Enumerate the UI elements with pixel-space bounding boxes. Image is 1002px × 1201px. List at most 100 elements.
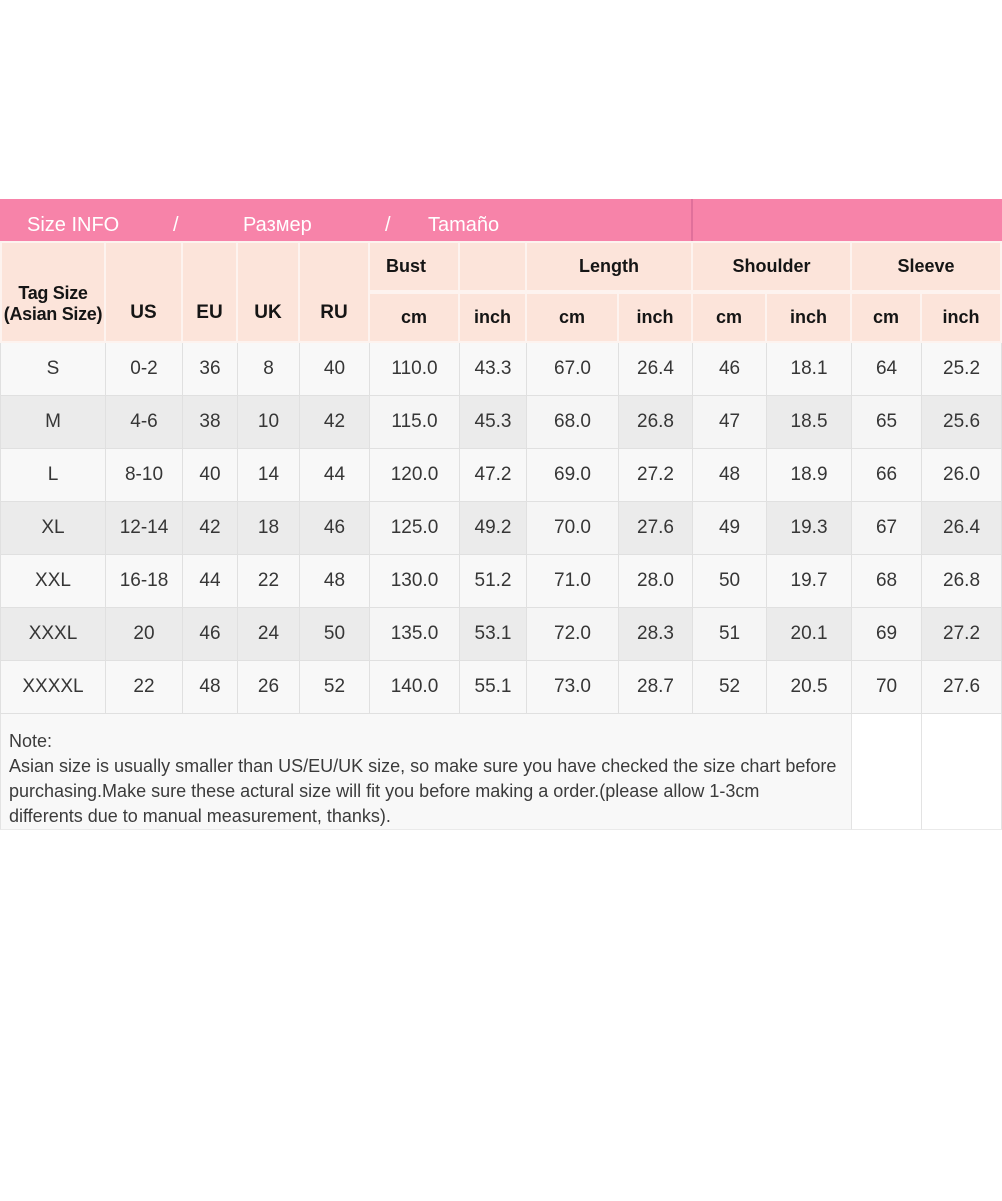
cell-us: 20: [106, 608, 183, 661]
cell-sleeve-inch: 26.0: [922, 449, 1002, 502]
cell-uk: 14: [238, 449, 300, 502]
cell-length-inch: 28.0: [619, 555, 694, 608]
cell-tag-size: M: [0, 396, 106, 449]
cell-bust-cm: 120.0: [370, 449, 460, 502]
cell-us: 8-10: [106, 449, 183, 502]
tag-size-line2: (Asian Size): [3, 304, 103, 324]
title-bar-left: Size INFO / Размер / Tamaño: [0, 199, 694, 241]
cell-eu: 38: [183, 396, 238, 449]
title-bar: Size INFO / Размер / Tamaño: [0, 199, 1002, 241]
cell-ru: 48: [300, 555, 370, 608]
title-tamano: Tamaño: [428, 214, 500, 236]
note-cell: Note: Asian size is usually smaller than…: [0, 714, 853, 830]
cell-length-cm: 72.0: [527, 608, 619, 661]
header-length: Length: [527, 241, 694, 292]
cell-tag-size: S: [0, 343, 106, 396]
title-size-info: Size INFO: [27, 214, 120, 236]
cell-length-inch: 27.6: [619, 502, 694, 555]
header-shoulder-cm: cm: [693, 292, 768, 343]
cell-ru: 44: [300, 449, 370, 502]
cell-bust-cm: 110.0: [370, 343, 460, 396]
header-sleeve: Sleeve: [852, 241, 1002, 292]
cell-eu: 48: [183, 661, 238, 714]
table-row: XXXL 20 46 24 50 135.0 53.1 72.0 28.3 51…: [0, 608, 1002, 661]
cell-tag-size: XL: [0, 502, 106, 555]
cell-bust-inch: 47.2: [460, 449, 527, 502]
cell-sleeve-cm: 64: [852, 343, 923, 396]
cell-length-inch: 26.4: [619, 343, 694, 396]
cell-length-inch: 27.2: [619, 449, 694, 502]
cell-eu: 36: [183, 343, 238, 396]
header-bust-inch: inch: [460, 292, 527, 343]
cell-us: 0-2: [106, 343, 183, 396]
header-sleeve-inch: inch: [922, 292, 1002, 343]
header-us: US: [106, 241, 183, 343]
cell-uk: 18: [238, 502, 300, 555]
cell-ru: 42: [300, 396, 370, 449]
cell-length-cm: 68.0: [527, 396, 619, 449]
header-units-row: cm inch cm inch cm inch cm inch: [0, 292, 1002, 343]
header-ru: RU: [300, 241, 370, 343]
cell-bust-cm: 125.0: [370, 502, 460, 555]
cell-shoulder-inch: 18.5: [767, 396, 853, 449]
cell-us: 16-18: [106, 555, 183, 608]
cell-sleeve-inch: 26.8: [922, 555, 1002, 608]
cell-sleeve-inch: 25.2: [922, 343, 1002, 396]
cell-sleeve-cm: 68: [852, 555, 923, 608]
header-shoulder: Shoulder: [693, 241, 853, 292]
cell-ru: 46: [300, 502, 370, 555]
cell-tag-size: XXL: [0, 555, 106, 608]
title-slash-2: /: [385, 214, 391, 236]
cell-shoulder-cm: 51: [693, 608, 768, 661]
header-length-cm: cm: [527, 292, 619, 343]
cell-shoulder-inch: 18.9: [767, 449, 853, 502]
cell-bust-inch: 45.3: [460, 396, 527, 449]
cell-bust-inch: 53.1: [460, 608, 527, 661]
cell-eu: 40: [183, 449, 238, 502]
header-tag-size: Tag Size (Asian Size): [0, 241, 106, 343]
cell-shoulder-inch: 19.3: [767, 502, 853, 555]
header-bust-spacer: [460, 241, 527, 292]
note-text: Note: Asian size is usually smaller than…: [9, 731, 837, 826]
cell-bust-inch: 51.2: [460, 555, 527, 608]
cell-shoulder-cm: 52: [693, 661, 768, 714]
cell-eu: 44: [183, 555, 238, 608]
cell-shoulder-inch: 20.1: [767, 608, 853, 661]
cell-tag-size: XXXL: [0, 608, 106, 661]
cell-sleeve-inch: 27.6: [922, 661, 1002, 714]
cell-sleeve-inch: 27.2: [922, 608, 1002, 661]
table-row: XXL 16-18 44 22 48 130.0 51.2 71.0 28.0 …: [0, 555, 1002, 608]
header-bust-cm: cm: [370, 292, 460, 343]
cell-eu: 42: [183, 502, 238, 555]
cell-uk: 10: [238, 396, 300, 449]
cell-ru: 50: [300, 608, 370, 661]
cell-length-cm: 73.0: [527, 661, 619, 714]
note-section: Note: Asian size is usually smaller than…: [0, 714, 1002, 830]
cell-sleeve-cm: 67: [852, 502, 923, 555]
cell-length-cm: 71.0: [527, 555, 619, 608]
cell-shoulder-inch: 18.1: [767, 343, 853, 396]
cell-ru: 52: [300, 661, 370, 714]
cell-sleeve-inch: 26.4: [922, 502, 1002, 555]
tag-size-line1: Tag Size: [18, 283, 88, 303]
table-row: XXXXL 22 48 26 52 140.0 55.1 73.0 28.7 5…: [0, 661, 1002, 714]
header-group-row: Tag Size (Asian Size) US EU UK RU Bust L…: [0, 241, 1002, 343]
cell-length-cm: 70.0: [527, 502, 619, 555]
table-row: S 0-2 36 8 40 110.0 43.3 67.0 26.4 46 18…: [0, 343, 1002, 396]
title-razmer: Размер: [243, 214, 312, 236]
header-length-inch: inch: [619, 292, 694, 343]
table-row: M 4-6 38 10 42 115.0 45.3 68.0 26.8 47 1…: [0, 396, 1002, 449]
cell-bust-cm: 115.0: [370, 396, 460, 449]
note-empty-cell-1: [852, 714, 923, 830]
cell-sleeve-inch: 25.6: [922, 396, 1002, 449]
cell-shoulder-cm: 49: [693, 502, 768, 555]
title-slash-1: /: [173, 214, 179, 236]
cell-sleeve-cm: 70: [852, 661, 923, 714]
cell-uk: 22: [238, 555, 300, 608]
cell-uk: 24: [238, 608, 300, 661]
cell-sleeve-cm: 66: [852, 449, 923, 502]
cell-eu: 46: [183, 608, 238, 661]
cell-bust-inch: 55.1: [460, 661, 527, 714]
cell-uk: 26: [238, 661, 300, 714]
cell-shoulder-cm: 47: [693, 396, 768, 449]
